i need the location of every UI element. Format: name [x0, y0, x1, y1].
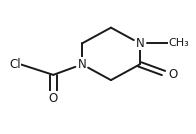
Text: N: N [78, 58, 86, 71]
Text: O: O [169, 68, 178, 81]
Text: CH₃: CH₃ [169, 38, 189, 48]
Text: Cl: Cl [9, 58, 21, 71]
Text: O: O [49, 92, 58, 105]
Text: N: N [135, 37, 144, 50]
